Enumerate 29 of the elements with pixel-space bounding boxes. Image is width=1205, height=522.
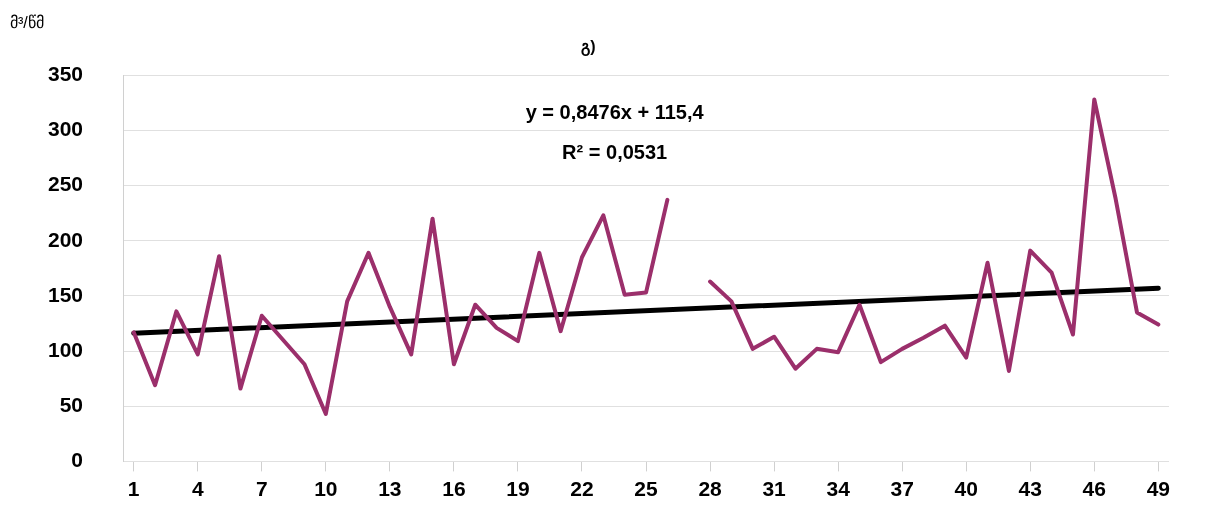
y-tick-label: 200 — [47, 227, 84, 251]
x-tick-label: 34 — [826, 476, 851, 500]
x-tick-label: 49 — [1146, 476, 1171, 500]
x-tick-label: 4 — [191, 476, 204, 500]
y-tick-label: 250 — [47, 172, 84, 196]
x-tick-label: 13 — [378, 476, 402, 500]
x-tick-label: 10 — [314, 476, 338, 500]
x-tick-label: 1 — [127, 476, 140, 500]
annotation: y = 0,8476x + 115,4 — [525, 100, 705, 123]
x-tick-label: 7 — [255, 476, 268, 500]
annotation: R² = 0,0531 — [562, 140, 668, 163]
x-tick-label: 19 — [506, 476, 530, 500]
x-tick-label: 16 — [442, 476, 466, 500]
x-tick-label: 37 — [890, 476, 914, 500]
y-tick-label: 150 — [47, 282, 84, 306]
x-tick-label: 25 — [634, 476, 659, 500]
x-tick-label: 46 — [1082, 476, 1106, 500]
y-tick-label: 300 — [47, 117, 84, 141]
x-tick-label: 22 — [570, 476, 594, 500]
y-tick-label: 100 — [47, 337, 84, 361]
y-tick-label: 350 — [47, 62, 84, 85]
x-tick-label: 28 — [698, 476, 723, 500]
y-tick-label: 0 — [71, 448, 84, 472]
x-tick-label: 43 — [1018, 476, 1042, 500]
chart-title: გ) — [581, 38, 596, 58]
y-tick-label: 50 — [59, 393, 84, 417]
x-tick-label: 40 — [954, 476, 978, 500]
y-axis-title: მ³/წმ — [10, 14, 44, 32]
x-tick-label: 31 — [762, 476, 787, 500]
